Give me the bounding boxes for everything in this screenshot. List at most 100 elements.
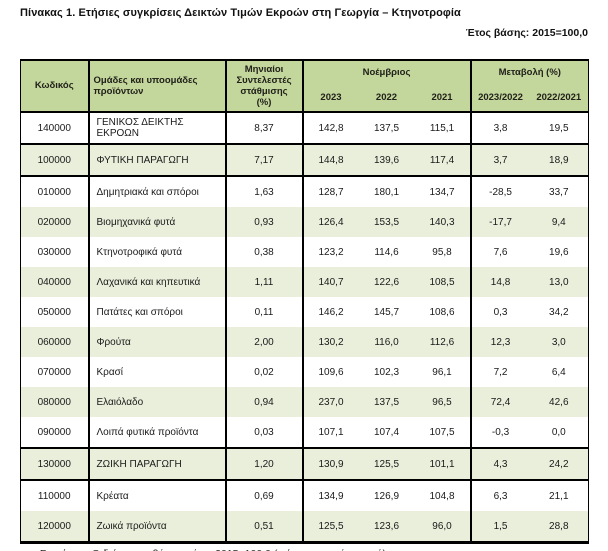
cell-y2023: 123,2 xyxy=(302,237,359,267)
cell-y2022: 139,6 xyxy=(358,143,415,176)
cell-y2021: 112,6 xyxy=(414,327,472,357)
cell-code: 100000 xyxy=(20,143,90,176)
cell-y2022: 137,5 xyxy=(358,112,415,144)
cell-y2022: 153,5 xyxy=(358,207,415,237)
cell-weight: 0,38 xyxy=(225,237,304,267)
table-row: 100000 ΦΥΤΙΚΗ ΠΑΡΑΓΩΓΗ 7,17 144,8 139,6 117,4… xyxy=(20,143,589,176)
cell-y2022: 145,7 xyxy=(358,297,415,327)
table-row: 060000 Φρούτα 2,00 130,2 116,0 112,6 12,3 3,0 xyxy=(20,327,589,357)
cell-code: 060000 xyxy=(20,327,90,357)
cell-y2021: 134,7 xyxy=(414,175,472,207)
cell-code: 090000 xyxy=(20,417,90,448)
cell-name: ΦΥΤΙΚΗ ΠΑΡΑΓΩΓΗ xyxy=(88,143,227,176)
col-header-month-group: Νοέμβριος xyxy=(302,60,472,84)
cell-weight: 0,69 xyxy=(225,479,304,511)
col-header-year-2023: 2023 xyxy=(302,84,359,112)
table-row: 040000 Λαχανικά και κηπευτικά 1,11 140,7 122… xyxy=(20,267,589,297)
table-row: 030000 Κτηνοτροφικά φυτά 0,38 123,2 114,6 95,… xyxy=(20,237,589,267)
col-header-change-2023-2022: 2023/2022 xyxy=(470,84,530,112)
cell-weight: 8,37 xyxy=(225,112,304,144)
cell-code: 020000 xyxy=(20,207,90,237)
cell-chg_2023_2022: -0,3 xyxy=(470,417,530,448)
cell-chg_2022_2021: 13,0 xyxy=(529,267,589,297)
cell-chg_2022_2021: 3,0 xyxy=(529,327,589,357)
cell-y2022: 180,1 xyxy=(358,175,415,207)
cell-code: 120000 xyxy=(20,511,90,543)
cell-chg_2023_2022: 3,8 xyxy=(470,112,530,144)
cell-y2022: 107,4 xyxy=(358,417,415,448)
cell-name: Λαχανικά και κηπευτικά xyxy=(88,267,227,297)
cell-name: Δημητριακά και σπόροι xyxy=(88,175,227,207)
cell-y2021: 96,5 xyxy=(414,387,472,417)
cell-chg_2023_2022: 1,5 xyxy=(470,511,530,543)
table-body: 140000 ΓΕΝΙΚΟΣ ΔΕΙΚΤΗΣ ΕΚΡΟΩΝ 8,37 142,8 137… xyxy=(20,112,589,543)
cell-weight: 0,02 xyxy=(225,357,304,387)
cell-y2021: 96,1 xyxy=(414,357,472,387)
cell-code: 080000 xyxy=(20,387,90,417)
cell-weight: 7,17 xyxy=(225,143,304,176)
table-row: 130000 ΖΩΙΚΗ ΠΑΡΑΓΩΓΗ 1,20 130,9 125,5 101,1 4… xyxy=(20,447,589,480)
output-price-index-table: Κωδικός Ομάδες και υποομάδες προϊόντων Μ… xyxy=(20,59,590,544)
col-header-code: Κωδικός xyxy=(20,60,90,112)
cell-chg_2023_2022: 12,3 xyxy=(470,327,530,357)
cell-chg_2023_2022: 6,3 xyxy=(470,479,530,511)
cell-name: Ζωικά προϊόντα xyxy=(88,511,227,543)
cell-y2023: 146,2 xyxy=(302,297,359,327)
cell-weight: 0,11 xyxy=(225,297,304,327)
cell-y2021: 101,1 xyxy=(414,447,472,480)
cell-code: 040000 xyxy=(20,267,90,297)
cell-chg_2023_2022: 7,2 xyxy=(470,357,530,387)
table-row: 120000 Ζωικά προϊόντα 0,51 125,5 123,6 96,0 1,… xyxy=(20,511,589,543)
cell-code: 070000 xyxy=(20,357,90,387)
cell-y2023: 128,7 xyxy=(302,175,359,207)
cell-y2023: 109,6 xyxy=(302,357,359,387)
cell-chg_2023_2022: -17,7 xyxy=(470,207,530,237)
cell-y2022: 122,6 xyxy=(358,267,415,297)
cell-y2021: 108,5 xyxy=(414,267,472,297)
cell-chg_2023_2022: 72,4 xyxy=(470,387,530,417)
cell-chg_2023_2022: 3,7 xyxy=(470,143,530,176)
cell-y2021: 107,5 xyxy=(414,417,472,448)
table-row: 070000 Κρασί 0,02 109,6 102,3 96,1 7,2 6,4 xyxy=(20,357,589,387)
cell-chg_2022_2021: 21,1 xyxy=(529,479,589,511)
cell-name: Πατάτες και σπόροι xyxy=(88,297,227,327)
cell-code: 130000 xyxy=(20,447,90,480)
cell-chg_2023_2022: 0,3 xyxy=(470,297,530,327)
cell-y2022: 123,6 xyxy=(358,511,415,543)
cell-weight: 1,63 xyxy=(225,175,304,207)
cell-chg_2022_2021: 34,2 xyxy=(529,297,589,327)
cell-code: 010000 xyxy=(20,175,90,207)
table-row: 010000 Δημητριακά και σπόροι 1,63 128,7 180,… xyxy=(20,175,589,207)
base-year-note: Έτος βάσης: 2015=100,0 xyxy=(465,27,588,39)
cell-y2021: 115,1 xyxy=(414,112,472,144)
cell-chg_2023_2022: 14,8 xyxy=(470,267,530,297)
cell-name: Φρούτα xyxy=(88,327,227,357)
cell-name: Κρέατα xyxy=(88,479,227,511)
cell-y2021: 95,8 xyxy=(414,237,472,267)
cell-y2022: 137,5 xyxy=(358,387,415,417)
cell-name: ΖΩΙΚΗ ΠΑΡΑΓΩΓΗ xyxy=(88,447,227,480)
cell-y2023: 130,9 xyxy=(302,447,359,480)
cell-name: Βιομηχανικά φυτά xyxy=(88,207,227,237)
cell-y2022: 125,5 xyxy=(358,447,415,480)
cell-y2023: 134,9 xyxy=(302,479,359,511)
col-header-year-2021: 2021 xyxy=(414,84,472,112)
cell-weight: 1,20 xyxy=(225,447,304,480)
cell-weight: 0,51 xyxy=(225,511,304,543)
col-header-change-2022-2021: 2022/2021 xyxy=(529,84,589,112)
cell-chg_2022_2021: 24,2 xyxy=(529,447,589,480)
cell-y2023: 144,8 xyxy=(302,143,359,176)
cell-y2021: 96,0 xyxy=(414,511,472,543)
cell-code: 030000 xyxy=(20,237,90,267)
cell-y2022: 102,3 xyxy=(358,357,415,387)
cell-y2023: 140,7 xyxy=(302,267,359,297)
cell-y2023: 130,2 xyxy=(302,327,359,357)
table-row: 080000 Ελαιόλαδο 0,94 237,0 137,5 96,5 72,4 42,… xyxy=(20,387,589,417)
col-header-year-2022: 2022 xyxy=(358,84,415,112)
cell-y2021: 104,8 xyxy=(414,479,472,511)
col-header-weights: Μηνιαίοι Συντελεστές στάθμισης (%) xyxy=(225,60,304,112)
cell-chg_2022_2021: 28,8 xyxy=(529,511,589,543)
cell-chg_2022_2021: 0,0 xyxy=(529,417,589,448)
table-row: 110000 Κρέατα 0,69 134,9 126,9 104,8 6,3 21,1 xyxy=(20,479,589,511)
cell-y2022: 126,9 xyxy=(358,479,415,511)
